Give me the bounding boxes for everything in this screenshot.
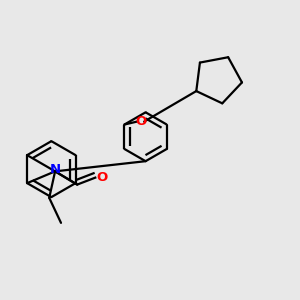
- Text: O: O: [135, 115, 146, 128]
- Text: O: O: [96, 171, 107, 184]
- Text: N: N: [50, 164, 61, 176]
